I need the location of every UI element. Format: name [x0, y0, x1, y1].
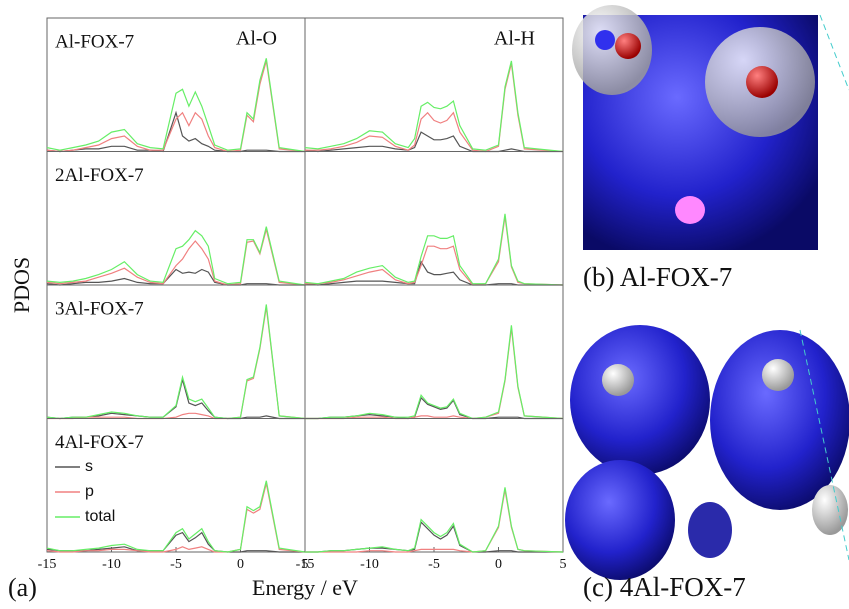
pdos-line	[47, 270, 305, 286]
pdos-line	[305, 262, 563, 285]
legend-label: s	[85, 458, 93, 475]
page: {"figure": {"panel_label": "(a)", "y_lab…	[0, 0, 849, 609]
pdos-line	[47, 307, 305, 418]
panel-label: (a)	[8, 573, 37, 602]
panel-title: 4Al-FOX-7	[55, 432, 144, 453]
image-caption: (c) 4Al-FOX-7	[583, 572, 746, 602]
x-tick-label: -5	[170, 557, 182, 572]
figure: (b) Al-FOX-7 (c) 4Al-FOX-7 (a) PDOS Ener…	[0, 0, 849, 609]
pdos-line	[305, 61, 563, 152]
pdos-line	[47, 380, 305, 419]
panel-title: Al-FOX-7	[55, 31, 134, 52]
x-axis-label: Energy / eV	[252, 575, 358, 600]
x-tick-label: -10	[102, 557, 121, 572]
panel-title: 3Al-FOX-7	[55, 298, 144, 319]
x-tick-label: -10	[360, 557, 379, 572]
x-tick-label: 0	[495, 557, 502, 572]
x-tick-label: -15	[296, 557, 315, 572]
pdos-line	[47, 61, 305, 152]
structure-image-b	[572, 5, 849, 250]
pdos-line	[305, 328, 563, 419]
pdos-line	[47, 229, 305, 285]
x-tick-label: 0	[237, 557, 244, 572]
column-title: Al-H	[494, 28, 535, 50]
pdos-line	[305, 487, 563, 552]
column-title: Al-O	[236, 28, 277, 50]
x-tick-label: -15	[38, 557, 57, 572]
image-caption: (b) Al-FOX-7	[583, 262, 732, 292]
pdos-line	[47, 305, 305, 419]
pdos-line	[305, 490, 563, 552]
pdos-line	[47, 227, 305, 285]
x-tick-label: -5	[428, 557, 440, 572]
legend-label: p	[85, 483, 94, 500]
panel-title: 2Al-FOX-7	[55, 165, 144, 186]
pdos-line	[47, 58, 305, 151]
legend-label: total	[85, 508, 115, 525]
y-axis-label: PDOS	[9, 257, 34, 313]
structure-image-c	[565, 325, 849, 580]
pdos-line	[305, 325, 563, 418]
x-tick-label: 5	[560, 557, 567, 572]
